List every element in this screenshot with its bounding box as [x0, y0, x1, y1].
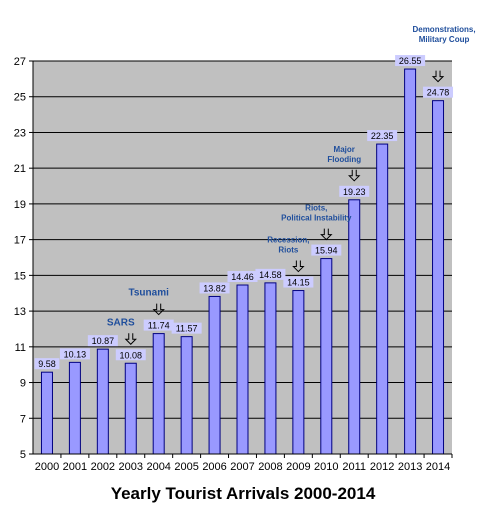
- down-arrow-icon: [320, 228, 333, 241]
- y-tick-label: 19: [14, 199, 26, 211]
- x-tick-label: 2001: [63, 461, 87, 473]
- data-label-box: [87, 335, 118, 347]
- y-tick-label: 17: [14, 235, 26, 247]
- data-label-box: [143, 319, 174, 331]
- data-label-box: [367, 130, 398, 142]
- bar-2014: [432, 100, 445, 455]
- event-annotation: Political Instability: [281, 214, 352, 223]
- data-label: 15.94: [315, 246, 338, 256]
- data-label: 24.78: [427, 88, 450, 98]
- bar-2004: [152, 333, 165, 455]
- down-arrow-icon: [431, 70, 445, 83]
- event-annotation: Major: [334, 145, 355, 154]
- event-annotation: Riots: [278, 246, 299, 255]
- bar-2010: [320, 258, 333, 455]
- x-tick-label: 2004: [146, 461, 170, 473]
- data-label-box: [34, 358, 60, 370]
- data-label-box: [227, 271, 258, 283]
- x-tick-label: 2005: [174, 461, 198, 473]
- event-annotation: Demonstrations,: [412, 25, 475, 34]
- bar-2008: [264, 282, 277, 455]
- y-tick-label: 15: [14, 270, 26, 282]
- down-arrow-icon: [292, 260, 305, 273]
- down-arrow-icon: [124, 333, 137, 345]
- x-tick-label: 2010: [314, 461, 338, 473]
- event-annotation: Riots,: [305, 204, 327, 213]
- bar-2013: [404, 68, 417, 455]
- event-annotation: Recession,: [267, 236, 309, 245]
- bar-2003: [124, 362, 137, 455]
- data-label-box: [339, 185, 370, 197]
- data-label-box: [255, 268, 286, 280]
- bar-2012: [376, 143, 389, 455]
- x-tick-label: 2002: [91, 461, 115, 473]
- data-label-box: [59, 348, 90, 360]
- x-tick-label: 2011: [342, 461, 366, 473]
- event-annotation: SARS: [107, 317, 135, 328]
- y-tick-label: 25: [14, 92, 26, 104]
- y-tick-label: 23: [14, 127, 26, 139]
- data-label-box: [423, 86, 454, 98]
- x-tick-label: 2000: [35, 461, 59, 473]
- x-tick-label: 2008: [258, 461, 282, 473]
- y-tick-label: 5: [20, 449, 26, 461]
- data-label: 11.74: [148, 321, 170, 331]
- x-tick-label: 2013: [398, 461, 422, 473]
- data-label-box: [199, 282, 230, 294]
- y-tick-label: 13: [14, 306, 26, 318]
- data-label: 14.58: [259, 270, 282, 280]
- y-tick-label: 11: [15, 342, 26, 354]
- event-annotation: Military Coup: [419, 35, 470, 44]
- data-label-box: [311, 244, 342, 256]
- data-label: 14.15: [287, 278, 310, 288]
- event-annotation: Tsunami: [129, 288, 170, 299]
- x-tick-label: 2009: [286, 461, 310, 473]
- y-tick-label: 21: [14, 163, 26, 175]
- data-label: 26.55: [399, 56, 422, 66]
- data-label: 10.87: [92, 336, 115, 346]
- x-tick-label: 2003: [119, 461, 143, 473]
- data-label-box: [171, 322, 202, 334]
- y-tick-label: 9: [20, 378, 26, 390]
- event-annotation: Flooding: [327, 155, 361, 164]
- bar-2011: [348, 199, 361, 455]
- x-tick-label: 2014: [426, 461, 450, 473]
- bar-2006: [208, 295, 221, 455]
- bar-2005: [180, 336, 193, 455]
- bar-2001: [68, 361, 81, 455]
- bar-2009: [292, 290, 305, 455]
- bar-2002: [96, 348, 109, 455]
- data-label-box: [283, 276, 314, 288]
- data-label-box: [395, 55, 426, 67]
- data-label: 19.23: [343, 187, 366, 197]
- data-label: 10.13: [64, 349, 87, 359]
- bar-2007: [236, 284, 249, 455]
- data-label: 11.57: [176, 324, 198, 334]
- data-label: 10.08: [120, 350, 143, 360]
- x-tick-label: 2007: [230, 461, 254, 473]
- bar-2000: [40, 371, 53, 455]
- x-tick-label: 2006: [202, 461, 226, 473]
- data-label: 9.58: [38, 359, 56, 369]
- y-tick-label: 27: [14, 56, 26, 68]
- down-arrow-icon: [348, 169, 361, 182]
- y-tick-label: 7: [20, 413, 26, 425]
- down-arrow-icon: [152, 303, 165, 316]
- data-label: 22.35: [371, 131, 394, 141]
- chart-title: Yearly Tourist Arrivals 2000-2014: [111, 484, 376, 503]
- x-tick-label: 2012: [370, 461, 394, 473]
- data-label: 14.46: [231, 272, 254, 282]
- data-label: 13.82: [203, 283, 226, 293]
- data-label-box: [115, 349, 146, 361]
